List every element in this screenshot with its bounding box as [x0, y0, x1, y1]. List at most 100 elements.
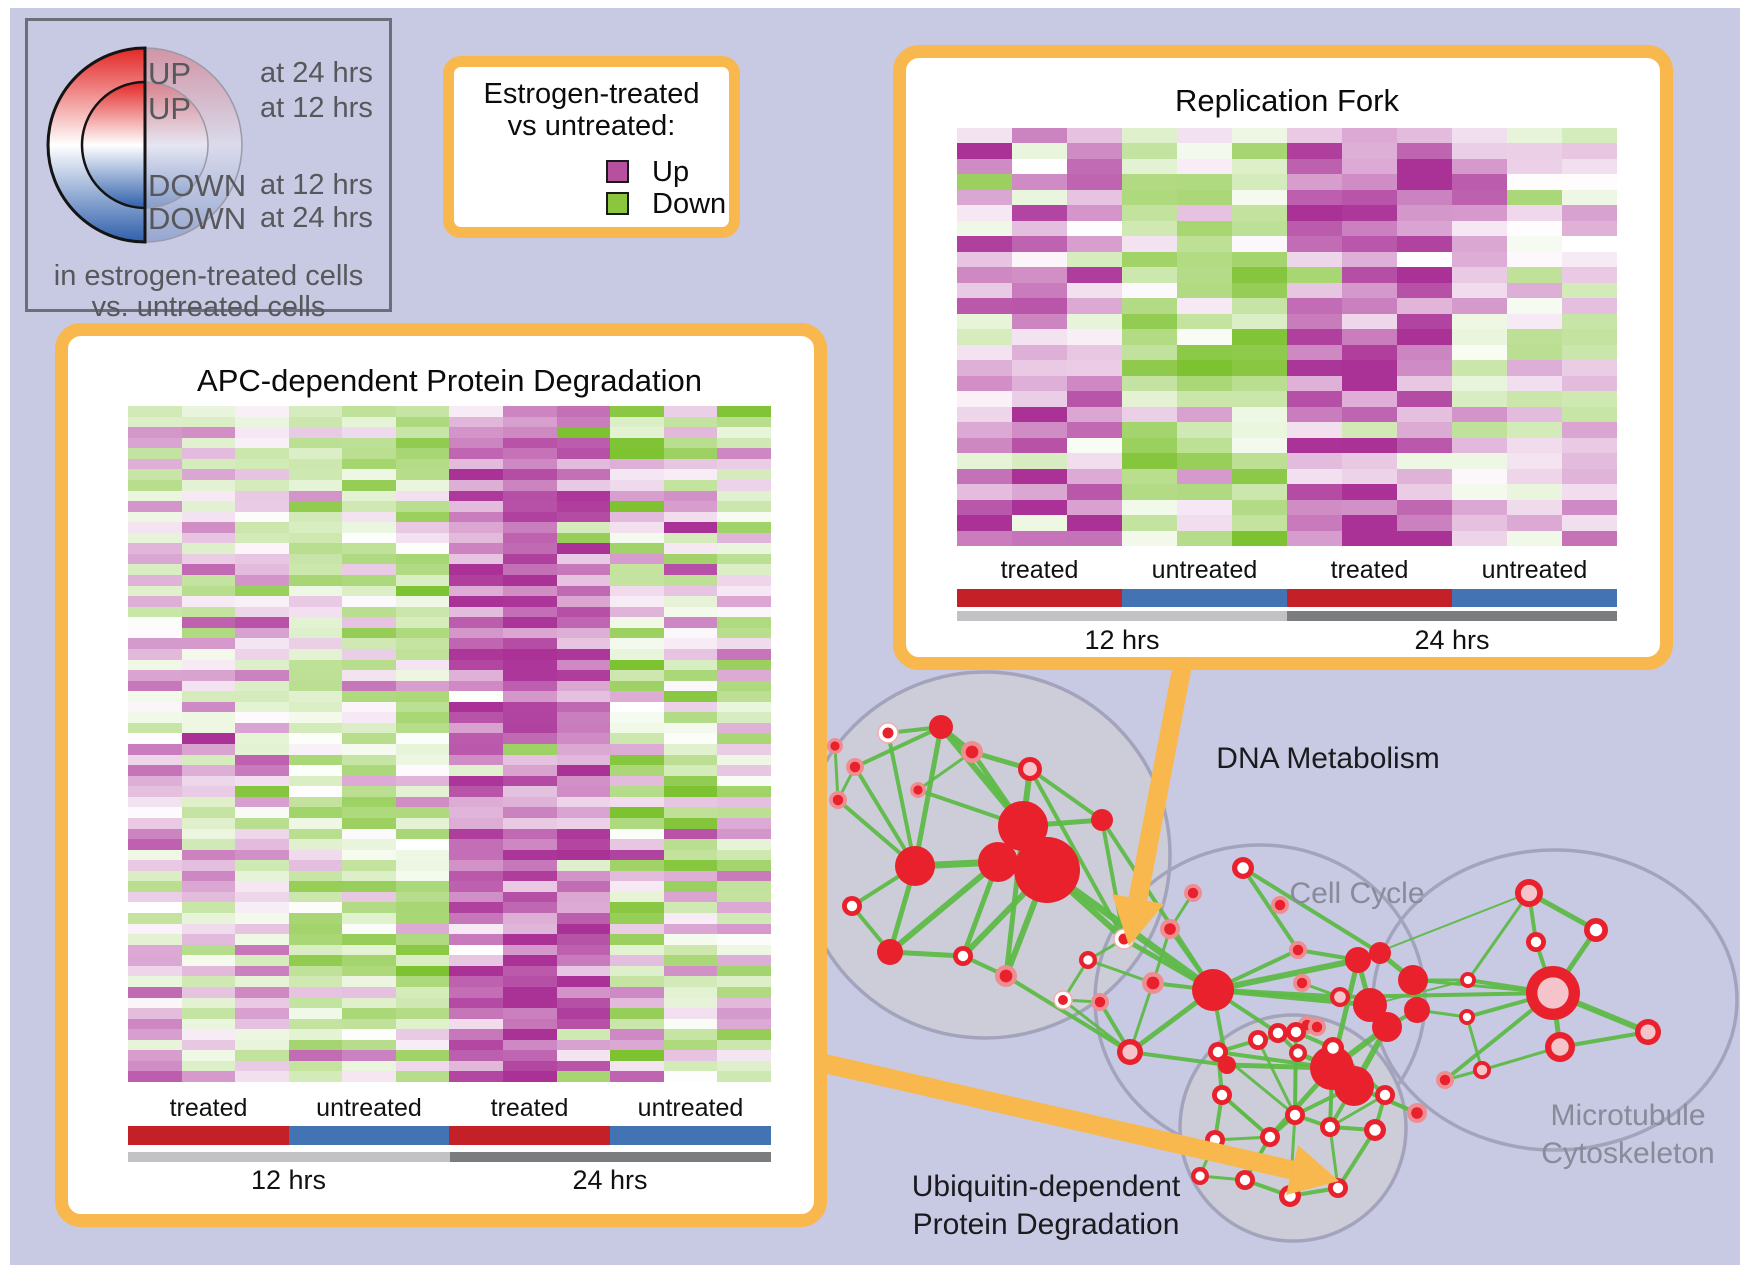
heatmap-cell [663, 881, 718, 892]
heatmap-cell [235, 870, 289, 882]
heatmap-cell [717, 501, 771, 512]
heatmap-cell [1397, 282, 1452, 299]
time-label-24hrs: 24 hrs [572, 1165, 648, 1195]
heatmap-cell [1067, 236, 1122, 252]
heatmap-cell [610, 733, 664, 744]
heatmap-cell [235, 839, 289, 850]
heatmap-cell [395, 532, 450, 544]
heatmap-cell [1562, 329, 1617, 345]
heatmap-cell [235, 891, 289, 903]
heatmap-cell [717, 1039, 771, 1051]
heatmap-cell [342, 553, 396, 565]
heatmap-cell [503, 913, 557, 924]
heatmap-cell [128, 955, 182, 966]
heatmap-cell [128, 648, 182, 660]
heatmap-cell [449, 828, 504, 840]
heatmap-cell [717, 807, 771, 818]
heatmap-cell [449, 575, 504, 586]
heatmap-cell [556, 511, 611, 523]
heatmap-cell [717, 406, 771, 417]
heatmap-cell [449, 490, 504, 502]
heatmap-cell [610, 596, 664, 607]
heatmap-cell [342, 849, 396, 861]
heatmap-cell [663, 659, 718, 671]
heatmap-cell [1232, 453, 1287, 469]
heatmap-cell [610, 543, 664, 554]
heatmap-cell [449, 860, 504, 871]
heatmap-cell [1122, 128, 1177, 144]
heatmap-cell [1012, 174, 1067, 190]
heatmap-cell [503, 448, 557, 459]
network-node [1023, 762, 1037, 776]
heatmap-cell [342, 1071, 396, 1082]
heatmap-cell [503, 1029, 557, 1040]
heatmap-cell [556, 965, 611, 977]
heatmap-cell [1507, 453, 1562, 469]
heatmap-cell [1067, 158, 1122, 175]
heatmap-cell [1232, 128, 1287, 144]
heatmap-cell [1012, 189, 1067, 206]
heatmap-cell [288, 775, 343, 787]
heatmap-cell [288, 691, 343, 702]
heatmap-cell [503, 744, 557, 755]
heatmap-cell [1397, 313, 1452, 330]
heatmap-cell [663, 1071, 718, 1082]
network-node [1334, 1066, 1374, 1106]
treated-bar-segment [1287, 589, 1452, 607]
heatmap-cell [556, 1071, 611, 1082]
heatmap-cell [663, 511, 718, 523]
heatmap-cell [717, 754, 771, 766]
heatmap-cell [1067, 375, 1122, 392]
heatmap-cell [128, 437, 182, 449]
heatmap-cell [128, 564, 182, 575]
down-swatch [606, 192, 629, 215]
heatmap-cell [1562, 174, 1617, 190]
heatmap-cell [1067, 515, 1122, 531]
connector-arrow-head [1112, 894, 1164, 946]
heatmap-cell [128, 627, 182, 639]
heatmap-cell [663, 839, 718, 850]
heatmap-cell [717, 1008, 771, 1019]
heatmap-cell [235, 902, 289, 913]
heatmap-cell [395, 543, 450, 554]
heatmap-cell [128, 934, 182, 945]
network-edge [1220, 1093, 1272, 1139]
heatmap-cell [663, 648, 718, 660]
heatmap-cell [1122, 158, 1177, 175]
heatmap-cell [288, 575, 343, 586]
heatmap-cell [1122, 220, 1177, 237]
heatmap-cell [663, 596, 718, 607]
network-edge [1241, 866, 1382, 955]
heatmap-cell [342, 701, 396, 713]
heatmap-cell [717, 870, 771, 882]
heatmap-cell [1067, 422, 1122, 438]
heatmap-cell [556, 849, 611, 861]
heatmap-cell [288, 744, 343, 755]
network-edge [1241, 866, 1300, 952]
heatmap-cell [556, 955, 611, 966]
heatmap-cell [128, 775, 182, 787]
heatmap-cell [1232, 499, 1287, 516]
heatmap-cell [663, 479, 718, 491]
heatmap-cell [503, 406, 557, 417]
network-node [1289, 1109, 1301, 1121]
heatmap-cell [342, 479, 396, 491]
heatmap-cell [235, 416, 289, 428]
heatmap-cell [556, 617, 611, 628]
heatmap-cell [342, 754, 396, 766]
heatmap-cell [957, 499, 1012, 516]
heatmap-cell [663, 913, 718, 924]
heatmap-cell [503, 585, 557, 597]
heatmap-cell [556, 564, 611, 575]
heatmap-cell [503, 786, 557, 797]
heatmap-cell [128, 881, 182, 892]
heatmap-cell [556, 870, 611, 882]
heatmap-cell [395, 427, 450, 438]
heatmap-cell [1397, 189, 1452, 206]
heatmap-cell [1122, 267, 1177, 283]
heatmap-cell [1562, 468, 1617, 485]
heatmap-cell [1287, 313, 1342, 330]
heatmap-cell [395, 469, 450, 480]
heatmap-cell [395, 490, 450, 502]
heatmap-cell [449, 701, 504, 713]
